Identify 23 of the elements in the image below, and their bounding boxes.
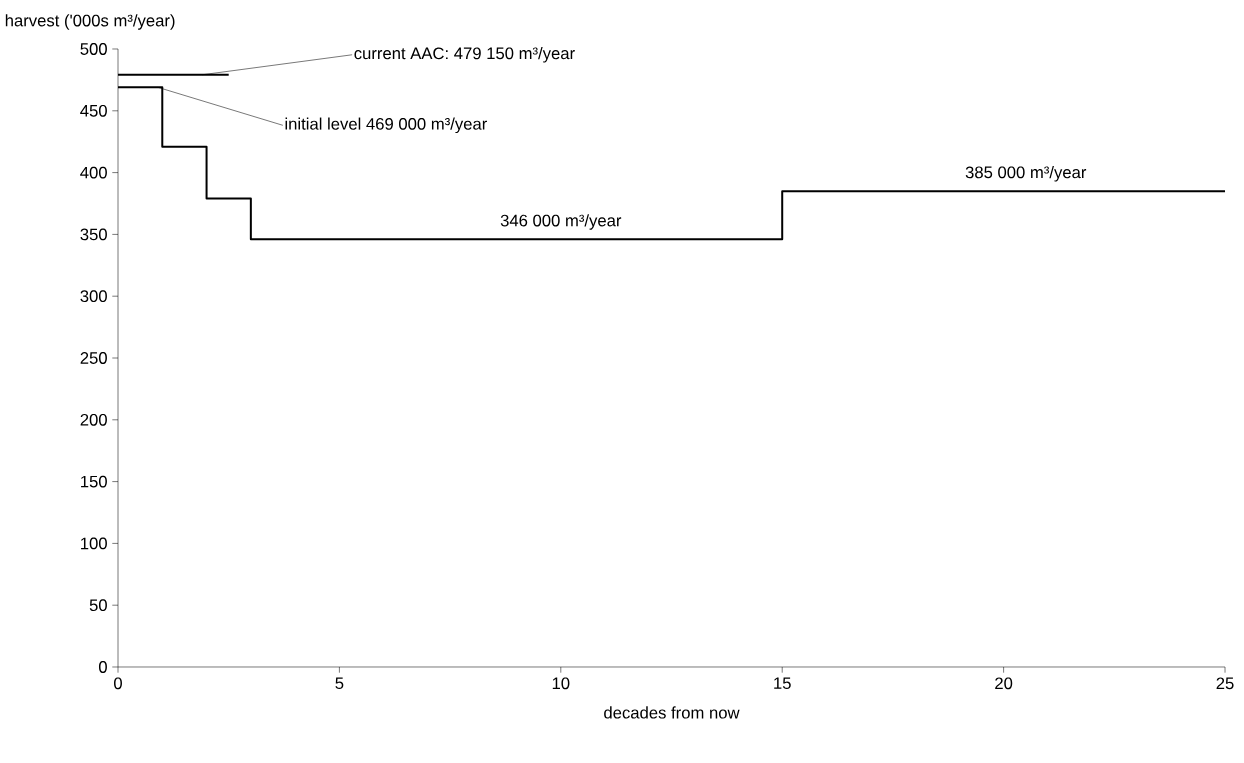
annotation: 385 000 m³/year [965, 165, 1087, 182]
y-tick-label: 300 [80, 290, 107, 303]
y-tick-label: 400 [80, 166, 107, 179]
y-tick-label: 200 [80, 413, 107, 426]
x-tick-label: 0 [114, 677, 122, 690]
y-axis-title: harvest ('000s m³/year) [5, 14, 175, 30]
y-tick-label: 500 [80, 43, 107, 55]
y-tick-label: 100 [81, 537, 107, 550]
y-tick-label: 50 [89, 599, 107, 612]
x-axis-title: decades from now [604, 706, 740, 719]
y-tick-label: 250 [80, 352, 107, 364]
annotation: initial level 469 000 m³/year [285, 117, 488, 134]
x-tick-label: 5 [335, 677, 344, 690]
x-tick-label: 10 [552, 677, 570, 690]
y-tick-label: 0 [98, 661, 107, 673]
x-tick-label: 25 [1216, 677, 1234, 690]
annotation: 346 000 m³/year [500, 214, 622, 230]
y-tick-label: 150 [81, 475, 107, 488]
x-tick-label: 20 [995, 677, 1013, 690]
y-tick-label: 450 [80, 104, 107, 117]
x-tick-label: 15 [774, 677, 791, 690]
y-tick-label: 350 [80, 228, 107, 241]
annotation: current AAC: 479 150 m³/year [354, 46, 575, 63]
